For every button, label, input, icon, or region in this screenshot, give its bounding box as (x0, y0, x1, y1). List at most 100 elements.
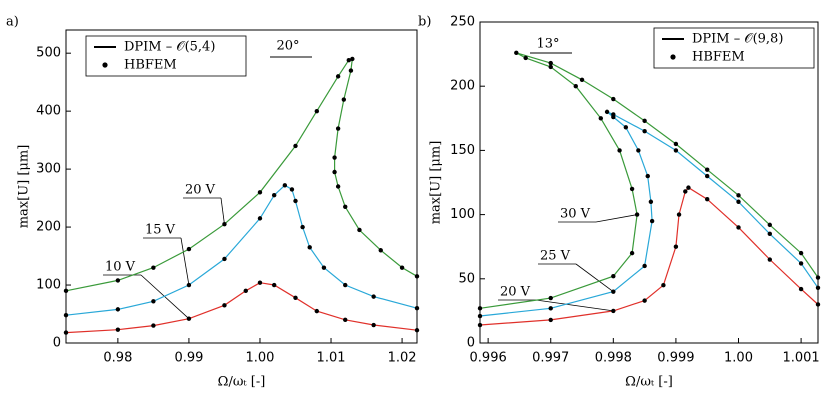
x-tick-label: 0.98 (103, 351, 132, 366)
marker (186, 246, 192, 252)
marker (798, 250, 804, 256)
marker (611, 112, 616, 117)
y-tick-label: 50 (458, 271, 475, 286)
marker (548, 60, 553, 66)
panel-label: b) (418, 15, 431, 30)
y-axis-label: max[U] [μm] (17, 145, 32, 229)
marker (477, 322, 483, 328)
marker (115, 278, 121, 283)
x-axis-label: Ω/ωₜ [-] (218, 375, 266, 390)
x-tick-label: 1.00 (245, 351, 274, 366)
marker (798, 286, 804, 292)
marker (300, 224, 305, 230)
marker (346, 57, 351, 63)
marker (293, 143, 298, 149)
marker (63, 288, 69, 294)
legend-box (85, 35, 247, 77)
x-tick-label: 0.998 (595, 351, 632, 366)
angle-annotation: 20° (276, 39, 299, 54)
marker (736, 199, 741, 204)
marker (343, 282, 348, 288)
curve (479, 111, 819, 317)
marker (477, 306, 483, 311)
marker (371, 294, 376, 299)
marker (63, 312, 69, 318)
marker (736, 193, 741, 198)
marker (414, 306, 420, 311)
marker (673, 148, 679, 153)
x-axis-label: Ω/ωₜ [-] (625, 375, 673, 390)
marker (598, 116, 604, 121)
legend-label: HBFEM (692, 50, 745, 65)
marker (414, 328, 420, 333)
legend-label: DPIM – 𝒪(9,8) (692, 32, 783, 47)
marker (63, 330, 69, 335)
curve (479, 186, 819, 326)
marker (357, 227, 362, 233)
marker (579, 77, 585, 82)
marker (645, 173, 650, 179)
x-tick-label: 1.01 (317, 351, 346, 366)
marker (282, 183, 288, 188)
marker (548, 306, 553, 311)
plot-frame (65, 29, 418, 344)
marker (623, 125, 629, 130)
marker (673, 141, 679, 147)
panel-label: a) (6, 15, 19, 30)
series-label-leader (535, 299, 614, 312)
marker (371, 322, 376, 328)
x-tick-label: 0.996 (470, 351, 507, 366)
x-tick-label: 0.99 (174, 351, 203, 366)
marker (617, 148, 622, 153)
x-tick-label: 0.997 (532, 351, 569, 366)
series-label: 15 V (145, 223, 176, 238)
legend-dot (670, 54, 676, 60)
marker (815, 275, 821, 280)
marker (289, 187, 295, 192)
y-tick-label: 300 (36, 162, 61, 177)
marker (642, 118, 647, 124)
marker (705, 196, 710, 202)
marker (332, 155, 337, 160)
marker (335, 184, 341, 189)
curve (479, 52, 819, 309)
marker (815, 285, 821, 290)
marker (257, 216, 263, 221)
marker (642, 298, 647, 303)
marker (611, 96, 616, 102)
y-tick-label: 500 (36, 46, 61, 61)
marker (414, 274, 420, 279)
marker (649, 218, 655, 224)
x-tick-label: 1.02 (388, 351, 417, 366)
series-label: 20 V (185, 183, 216, 198)
marker (629, 186, 635, 192)
series-label-leader (180, 237, 190, 286)
y-tick-label: 200 (36, 220, 61, 235)
y-tick-label: 100 (450, 207, 475, 222)
series-label-leader (220, 197, 225, 225)
series-label-leader (575, 263, 614, 292)
marker (705, 173, 710, 179)
marker (611, 274, 616, 279)
marker (661, 283, 666, 288)
marker (673, 244, 679, 249)
legend-dot (102, 62, 108, 68)
marker (676, 212, 682, 217)
marker (629, 250, 635, 256)
marker (705, 167, 710, 172)
marker (293, 198, 298, 204)
marker (350, 56, 355, 62)
y-tick-label: 150 (450, 143, 475, 158)
marker (257, 190, 263, 195)
marker (222, 303, 227, 308)
marker (573, 84, 578, 89)
marker (548, 317, 553, 323)
angle-annotation: 13° (536, 37, 559, 52)
legend-box (653, 27, 815, 69)
marker (271, 282, 277, 288)
marker (767, 222, 773, 228)
marker (815, 302, 821, 307)
curve (65, 184, 418, 316)
